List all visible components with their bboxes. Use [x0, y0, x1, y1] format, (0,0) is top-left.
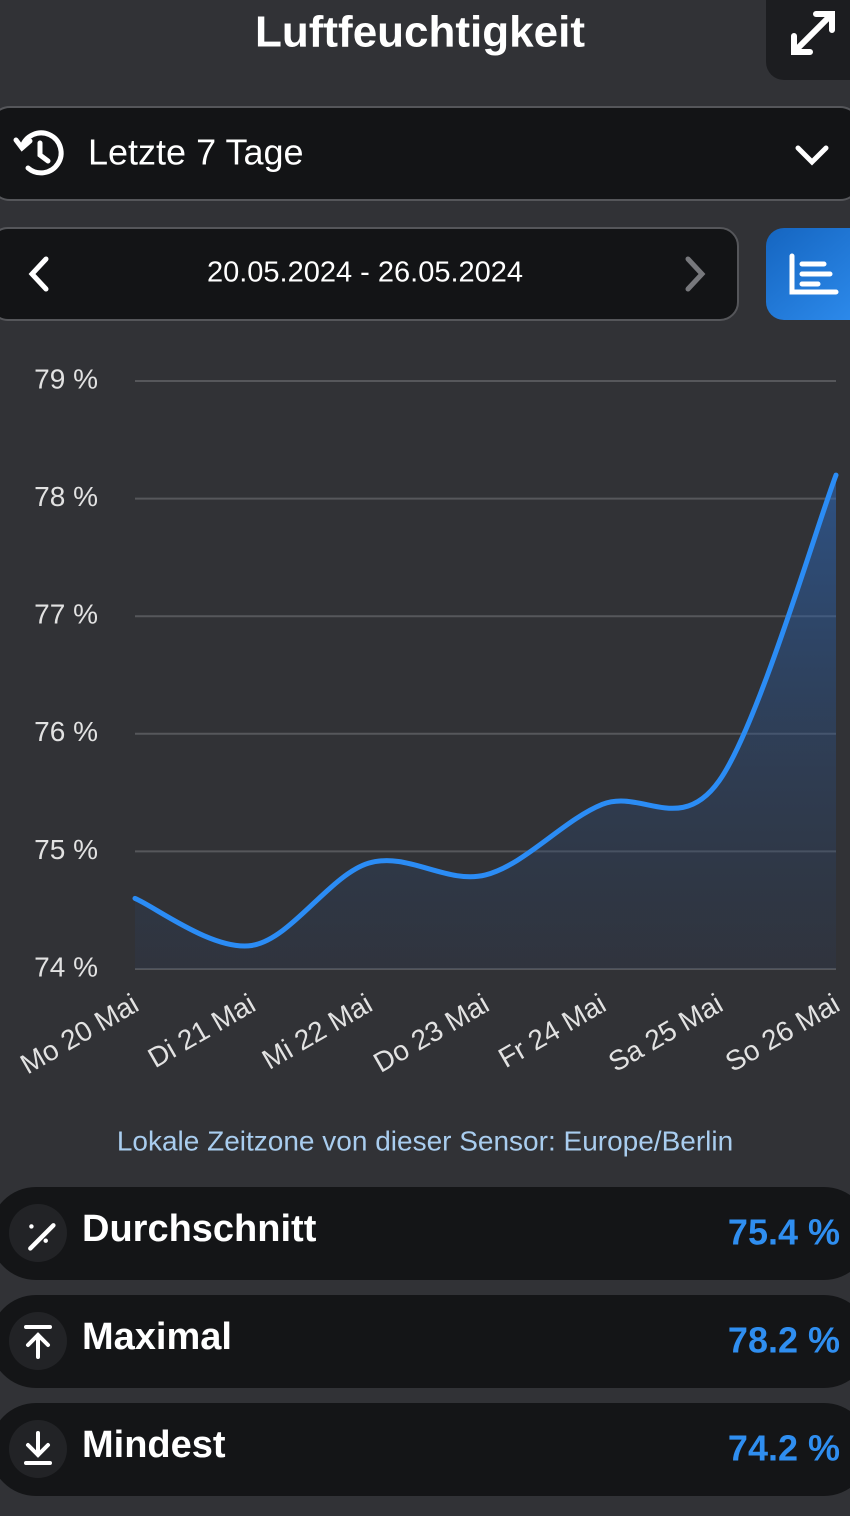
stat-value: 78.2 % — [728, 1320, 840, 1361]
stat-row — [0, 1403, 850, 1496]
stat-icon-bg — [9, 1204, 67, 1262]
x-tick-label: Do 23 Mai — [368, 988, 494, 1079]
history-icon — [13, 130, 64, 176]
period-label: Letzte 7 Tage — [88, 132, 304, 173]
page-title: Luftfeuchtigkeit — [255, 8, 585, 57]
stat-label: Maximal — [82, 1316, 232, 1358]
stat-icon — [24, 1325, 52, 1359]
x-tick-label: Mi 22 Mai — [257, 988, 378, 1076]
stat-label: Durchschnitt — [82, 1208, 317, 1250]
x-tick-label: So 26 Mai — [720, 988, 845, 1078]
area — [135, 475, 836, 969]
stat-label: Mindest — [82, 1424, 226, 1466]
y-tick-label: 79 % — [34, 363, 98, 394]
stat-row — [0, 1295, 850, 1388]
x-tick-label: Mo 20 Mai — [15, 988, 144, 1080]
line — [132, 472, 839, 949]
stat-row — [0, 1187, 850, 1280]
stat-icon — [28, 1223, 56, 1251]
date-range: 20.05.2024 - 26.05.2024 — [207, 257, 523, 289]
prev-button[interactable] — [28, 256, 49, 292]
period-select[interactable] — [0, 106, 850, 201]
y-tick-label: 75 % — [34, 834, 98, 865]
dropdown-chevron — [795, 145, 829, 166]
stat-value: 74.2 % — [728, 1428, 840, 1469]
stat-value: 75.4 % — [728, 1212, 840, 1253]
date-navigator — [0, 227, 739, 321]
x-tick-label: Fr 24 Mai — [493, 988, 611, 1074]
chart-icon — [789, 253, 839, 295]
stat-icon — [24, 1431, 52, 1465]
timezone-note: Lokale Zeitzone von dieser Sensor: Europ… — [117, 1125, 733, 1156]
stats: Durchschnitt 75.4 % Maximal 78.2 % Mindest 74… — [0, 1187, 850, 1496]
y-tick-label: 78 % — [34, 481, 98, 512]
x-tick-label: Sa 25 Mai — [603, 988, 728, 1078]
y-tick-label: 74 % — [34, 951, 98, 982]
x-tick-label: Di 21 Mai — [143, 988, 261, 1074]
y-tick-label: 76 % — [34, 716, 98, 747]
expand-icon — [791, 11, 835, 55]
next-button[interactable] — [685, 256, 706, 292]
y-tick-label: 77 % — [34, 599, 98, 630]
